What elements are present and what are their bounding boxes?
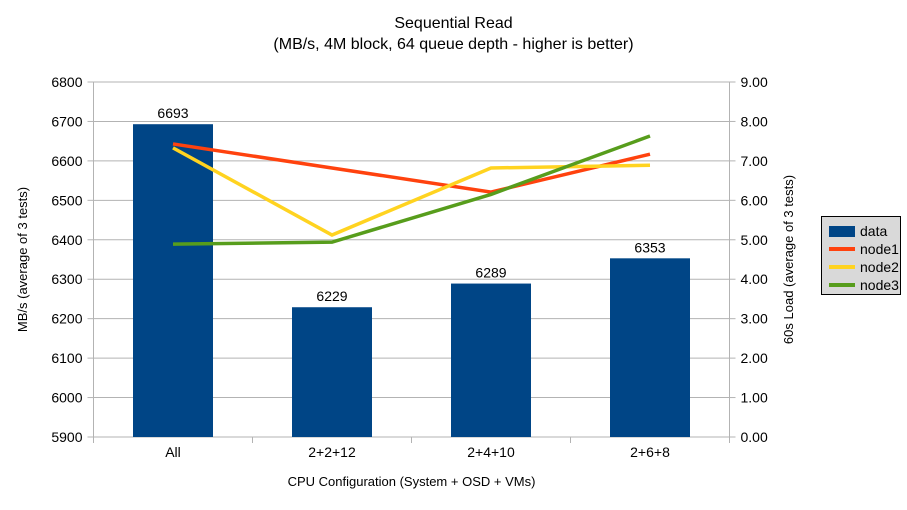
y-right-tick-label: 5.00	[741, 232, 768, 248]
chart-subtitle: (MB/s, 4M block, 64 queue depth - higher…	[273, 36, 634, 53]
legend-swatch-node3	[829, 283, 855, 287]
legend-swatch-node1	[829, 247, 855, 251]
legend-item-node1: node1	[829, 240, 900, 258]
bar-value-labels: 6693 6229 6289 6353	[157, 105, 665, 304]
axis-tick-labels: 5900 6000 6100 6200 6300 6400 6500 6600 6700 6800…	[51, 74, 768, 460]
y-left-tick-label: 6400	[51, 232, 82, 248]
y-left-tick-label: 6600	[51, 153, 82, 169]
y-left-tick-label: 5900	[51, 429, 82, 445]
chart-title: Sequential Read	[394, 15, 513, 32]
y-right-tick-label: 6.00	[741, 192, 768, 208]
bar	[292, 307, 372, 437]
legend-swatch-node2	[829, 265, 855, 269]
x-category-label: 2+4+10	[467, 444, 515, 460]
legend-item-node2: node2	[829, 258, 900, 276]
legend-label-node3: node3	[860, 277, 899, 293]
legend-label-node2: node2	[860, 259, 899, 275]
legend-label-data: data	[860, 223, 888, 239]
bar-value-label: 6289	[475, 265, 506, 281]
bar	[451, 283, 531, 437]
y-left-tick-label: 6300	[51, 271, 82, 287]
y-left-tick-label: 6000	[51, 390, 82, 406]
bar-series-data	[133, 124, 690, 437]
y-right-tick-label: 7.00	[741, 153, 768, 169]
legend-item-node3: node3	[829, 276, 900, 294]
y-right-tick-label: 1.00	[741, 390, 768, 406]
y-left-tick-label: 6700	[51, 113, 82, 129]
y-right-tick-label: 3.00	[741, 311, 768, 327]
y-axis-left-title: MB/s (average of 3 tests)	[15, 187, 30, 332]
line-node1	[172, 142, 651, 194]
bar	[610, 258, 690, 437]
x-category-label: All	[165, 444, 181, 460]
bar-value-label: 6353	[634, 239, 665, 255]
y-right-tick-label: 9.00	[741, 74, 768, 90]
x-category-label: 2+6+8	[630, 444, 670, 460]
legend-label-node1: node1	[860, 241, 899, 257]
y-right-tick-label: 0.00	[741, 429, 768, 445]
axis-titles: CPU Configuration (System + OSD + VMs) MB…	[15, 175, 796, 489]
y-left-tick-label: 6800	[51, 74, 82, 90]
y-right-tick-label: 2.00	[741, 350, 768, 366]
chart-title-block: Sequential Read (MB/s, 4M block, 64 queu…	[0, 13, 907, 55]
legend: data node1 node2 node3	[821, 216, 901, 295]
x-axis-title: CPU Configuration (System + OSD + VMs)	[288, 474, 536, 489]
legend-swatch-data	[829, 225, 855, 237]
bar-value-label: 6229	[316, 288, 347, 304]
line-node3	[172, 134, 651, 246]
y-right-tick-label: 4.00	[741, 271, 768, 287]
bar	[133, 124, 213, 437]
y-left-tick-label: 6200	[51, 311, 82, 327]
x-category-label: 2+2+12	[308, 444, 356, 460]
legend-item-data: data	[829, 222, 900, 240]
bar-value-label: 6693	[157, 105, 188, 121]
y-left-tick-label: 6100	[51, 350, 82, 366]
y-axis-right-title: 60s Load (average of 3 tests)	[781, 175, 796, 344]
y-right-tick-label: 8.00	[741, 113, 768, 129]
y-left-tick-label: 6500	[51, 192, 82, 208]
